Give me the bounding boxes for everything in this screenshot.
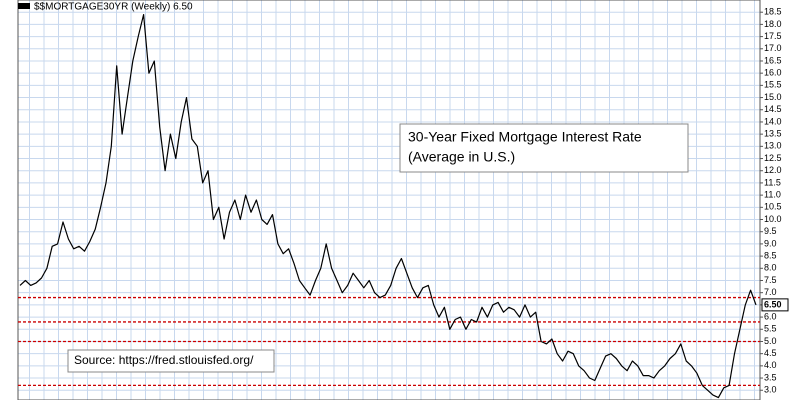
y-tick-label: 4.0 <box>764 360 777 370</box>
plot-area <box>18 0 760 400</box>
y-tick-label: 5.5 <box>764 324 777 334</box>
annotation: 30-Year Fixed Mortgage Interest Rate <box>408 129 642 145</box>
y-tick-label: 14.0 <box>764 116 782 126</box>
y-tick-label: 18.0 <box>764 19 782 29</box>
source-box <box>67 349 275 373</box>
y-tick-label: 3.5 <box>764 372 777 382</box>
y-tick-label: 15.5 <box>764 80 782 90</box>
y-tick-label: 7.0 <box>764 287 777 297</box>
legend-swatch <box>18 3 30 9</box>
y-tick-label: 9.0 <box>764 238 777 248</box>
y-tick-label: 3.0 <box>764 385 777 395</box>
last-value-label: 6.50 <box>764 299 782 309</box>
y-tick-label: 13.5 <box>764 129 782 139</box>
y-tick-label: 10.5 <box>764 202 782 212</box>
y-tick-label: 18.5 <box>764 7 782 17</box>
y-tick-label: 16.5 <box>764 55 782 65</box>
y-tick-label: 8.5 <box>764 250 777 260</box>
annotation: (Average in U.S.) <box>408 149 515 165</box>
y-tick-label: 15.0 <box>764 92 782 102</box>
y-tick-label: 16.0 <box>764 68 782 78</box>
y-tick-label: 12.5 <box>764 153 782 163</box>
y-tick-label: 10.0 <box>764 214 782 224</box>
y-tick-label: 8.0 <box>764 263 777 273</box>
y-tick-label: 4.5 <box>764 348 777 358</box>
y-tick-label: 14.5 <box>764 104 782 114</box>
y-tick-label: 11.5 <box>764 177 781 187</box>
last-value-box <box>761 298 789 312</box>
y-tick-label: 9.5 <box>764 226 777 236</box>
plot-border <box>17 0 761 400</box>
y-tick-label: 11.0 <box>764 189 781 199</box>
y-tick-label: 12.0 <box>764 165 782 175</box>
y-tick-label: 17.5 <box>764 31 782 41</box>
y-tick-label: 13.0 <box>764 141 782 151</box>
y-tick-label: 17.0 <box>764 43 782 53</box>
y-tick-label: 7.5 <box>764 275 777 285</box>
annotation-box <box>399 123 689 173</box>
y-tick-label: 5.0 <box>764 336 777 346</box>
y-tick-label: 6.0 <box>764 311 777 321</box>
series-line <box>19 14 757 399</box>
source: Source: https://fred.stlouisfed.org/ <box>74 353 254 367</box>
chart-title: $$MORTGAGE30YR (Weekly) 6.50 <box>34 2 193 13</box>
